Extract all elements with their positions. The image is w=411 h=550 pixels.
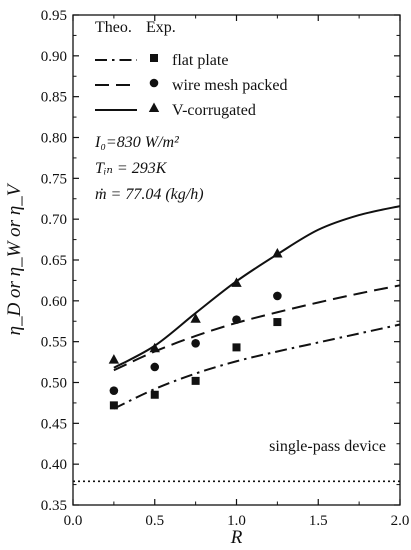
y-tick-label: 0.35 [41, 498, 67, 514]
y-tick-label: 0.60 [41, 294, 67, 310]
x-tick-label: 0.0 [64, 513, 83, 529]
y-tick-label: 0.75 [41, 171, 67, 187]
y-tick-label: 0.65 [41, 253, 67, 269]
y-tick-label: 0.80 [41, 131, 67, 147]
x-tick-label: 0.5 [145, 513, 164, 529]
legend-header-theo: Theo. [95, 19, 132, 36]
exp-point-flat-plate [273, 318, 282, 327]
exp-point-flat-plate [109, 401, 118, 410]
exp-point-flat-plate [191, 376, 200, 385]
y-tick-label: 0.50 [41, 376, 67, 392]
y-tick-label: 0.70 [41, 212, 67, 228]
theory-line-flat-plate [113, 323, 401, 410]
exp-point-v-corrugated [149, 342, 160, 353]
x-tick-label: 2.0 [391, 513, 410, 529]
annotation-single-pass: single-pass device [269, 438, 386, 455]
x-axis-title: R [230, 527, 243, 548]
exp-point-wire-mesh-packed [232, 315, 241, 324]
theory-line-wire-mesh-packed [113, 284, 401, 372]
exp-point-wire-mesh-packed [150, 362, 160, 372]
x-tick-label: 1.0 [227, 513, 246, 529]
exp-point-wire-mesh-packed [273, 291, 282, 301]
y-tick-label: 0.90 [41, 49, 67, 65]
exp-point-wire-mesh-packed [109, 386, 119, 395]
x-tick-label: 1.5 [309, 513, 328, 529]
legend-marker-wire-mesh-packed [149, 78, 159, 88]
experimental-markers-layer [108, 247, 283, 410]
exp-point-flat-plate [150, 390, 159, 399]
exp-point-v-corrugated [231, 277, 242, 287]
legend-label-flat-plate: flat plate [172, 52, 228, 69]
annotations: I₀=830 W/m² Tᵢₙ = 293K ṁ = 77.04 (kg/h) … [94, 134, 386, 455]
y-tick-label: 0.85 [41, 90, 67, 106]
legend-marker-flat-plate [150, 54, 158, 62]
y-tick-label: 0.45 [41, 416, 67, 432]
annotation-irradiance: I₀=830 W/m² [94, 134, 180, 151]
annotation-inlet-temperature: Tᵢₙ = 293K [95, 160, 168, 177]
legend-marker-v-corrugated [148, 102, 160, 112]
exp-point-flat-plate [232, 343, 241, 352]
y-tick-label: 0.55 [41, 335, 67, 351]
annotation-mass-flow: ṁ = 77.04 (kg/h) [95, 186, 204, 203]
exp-point-v-corrugated [190, 313, 201, 323]
legend-entries: flat plate wire mesh packed V-corrugated [95, 52, 288, 119]
legend-header-exp: Exp. [146, 19, 176, 36]
legend: Theo. Exp. flat plate wire mesh packed V-c… [95, 19, 288, 119]
y-axis-title: η_D or η_W or η_V [4, 182, 25, 335]
exp-point-wire-mesh-packed [191, 339, 200, 348]
legend-label-v-corrugated: V-corrugated [172, 102, 256, 119]
exp-point-v-corrugated [108, 354, 120, 364]
theory-lines-layer [113, 205, 401, 410]
y-tick-label: 0.40 [41, 457, 67, 473]
legend-label-wire-mesh-packed: wire mesh packed [172, 77, 288, 94]
theory-line-v-corrugated [113, 205, 401, 369]
ticks-layer: 0.0 0.5 1.0 1.5 2.0 0.35 0.40 0.45 0.50 0.55 0.60 0… [41, 8, 410, 529]
exp-point-v-corrugated [272, 247, 283, 258]
y-tick-label: 0.95 [41, 8, 67, 24]
